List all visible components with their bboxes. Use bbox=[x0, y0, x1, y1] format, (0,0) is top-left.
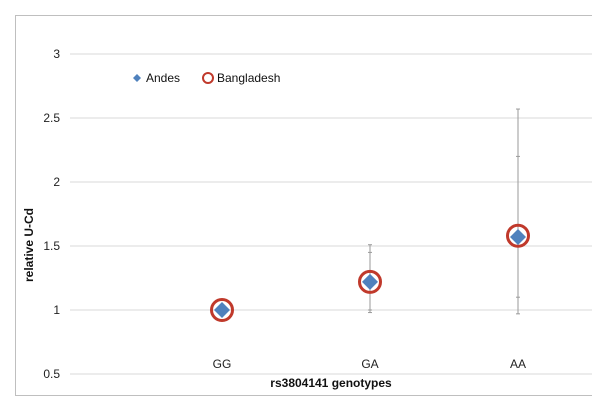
x-tick-labels: GG GA AA bbox=[213, 357, 526, 371]
y-tick-label: 3 bbox=[53, 47, 60, 61]
y-tick-label: 1 bbox=[53, 303, 60, 317]
point-andes bbox=[214, 302, 230, 318]
y-tick-label: 2.5 bbox=[43, 111, 60, 125]
point-bangladesh bbox=[210, 298, 234, 322]
grid bbox=[70, 53, 592, 375]
y-tick-label: 1.5 bbox=[43, 239, 60, 253]
y-tick-labels: 0.5 1 1.5 2 2.5 3 bbox=[43, 47, 60, 381]
chart-frame bbox=[15, 15, 592, 396]
point-bangladesh bbox=[358, 269, 382, 294]
y-tick-label: 0.5 bbox=[43, 367, 60, 381]
legend: Andes Bangladesh bbox=[133, 71, 280, 85]
point-bangladesh bbox=[506, 223, 530, 248]
point-andes bbox=[362, 273, 378, 290]
legend-circle-icon bbox=[202, 72, 214, 84]
x-axis-title: rs3804141 genotypes bbox=[270, 376, 392, 390]
point-andes bbox=[510, 229, 526, 246]
x-tick-label: AA bbox=[510, 357, 526, 371]
y-axis-title: relative U-Cd bbox=[22, 208, 36, 282]
x-tick-label: GG bbox=[213, 357, 232, 371]
legend-label-andes: Andes bbox=[146, 71, 180, 85]
data-points bbox=[210, 223, 530, 322]
error-bar bbox=[516, 108, 520, 315]
legend-diamond-icon bbox=[133, 74, 141, 82]
legend-label-bangladesh: Bangladesh bbox=[217, 71, 280, 85]
x-tick-label: GA bbox=[361, 357, 378, 371]
y-tick-label: 2 bbox=[53, 175, 60, 189]
